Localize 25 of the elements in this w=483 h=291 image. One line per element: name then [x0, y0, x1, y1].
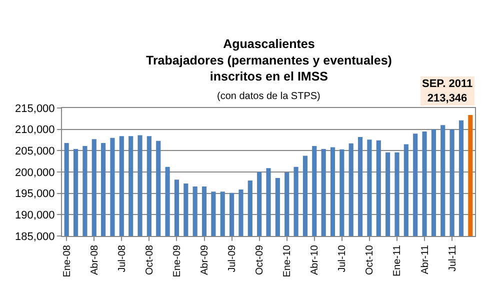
x-tick-label: Abr-08: [89, 244, 100, 276]
x-tick-label: Ene-08: [62, 244, 73, 278]
y-tick-label: 185,000: [15, 230, 55, 243]
y-tick-label: 210,000: [15, 124, 55, 136]
x-tick-label: Oct-09: [254, 244, 266, 276]
x-tick-label: Abr-10: [310, 244, 321, 276]
x-tick-label: Jul-10: [337, 244, 348, 272]
y-tick-label: 205,000: [15, 146, 55, 158]
x-tick-label: Jul-08: [116, 244, 128, 272]
x-tick-label: Oct-10: [364, 244, 376, 276]
chart-subtitle: (con datos de la STPS): [217, 91, 320, 102]
chart-title: Aguascalientes Trabajadores (permanentes y eventuales) inscritos en el IMSS: [146, 37, 392, 84]
y-tick-label: 215,000: [15, 102, 55, 115]
y-tick-label: 200,000: [15, 166, 55, 179]
x-tick-label: Jul-11: [447, 244, 458, 272]
y-tick-label: 195,000: [15, 188, 55, 200]
x-tick-label: Oct-08: [144, 244, 156, 276]
text: SEP. 2011 213,346: [422, 78, 473, 104]
x-tick-label: Abr-09: [200, 244, 211, 276]
x-tick-label: Abr-11: [420, 244, 431, 274]
x-tick-label: Ene-10: [282, 244, 294, 278]
y-tick-label: 190,000: [15, 210, 55, 222]
x-tick-label: Jul-09: [227, 244, 238, 272]
x-tick-label: Ene-11: [392, 244, 404, 277]
x-tick-label: Ene-09: [172, 244, 183, 278]
